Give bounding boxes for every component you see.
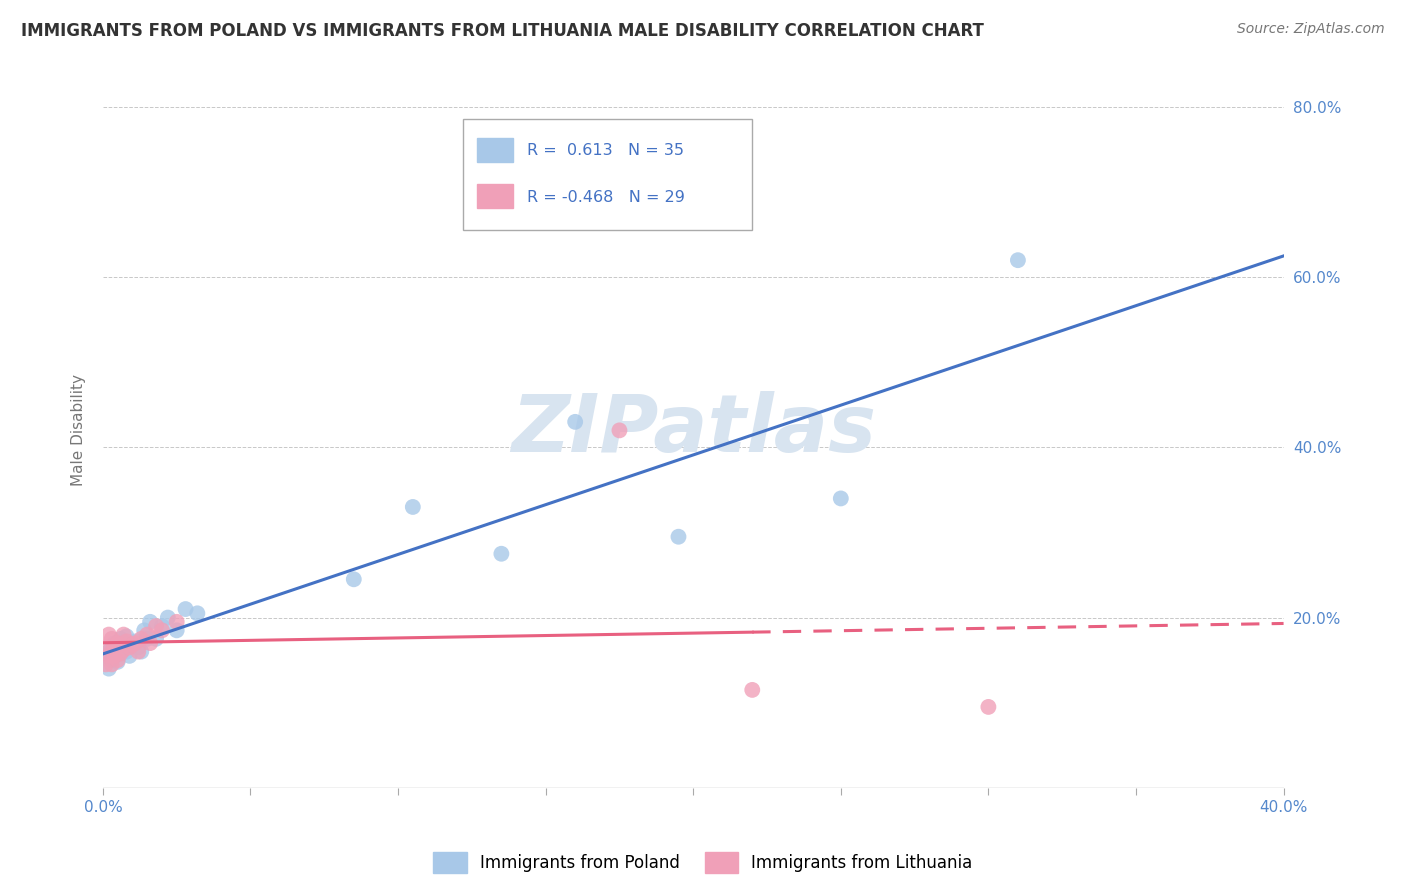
Point: [104, 640, 127, 655]
Bar: [477, 185, 513, 208]
Point: [100, 645, 122, 659]
Point: [97, 662, 120, 676]
Point: [343, 572, 366, 586]
Point: [94, 648, 117, 663]
Point: [110, 632, 132, 646]
Point: [668, 530, 690, 544]
Point: [741, 682, 763, 697]
Point: [104, 648, 127, 663]
Point: [145, 632, 167, 646]
Text: ZIPatlas: ZIPatlas: [510, 392, 876, 469]
Point: [97, 648, 120, 663]
Point: [112, 640, 135, 655]
Point: [129, 632, 152, 646]
Point: [118, 640, 141, 655]
Point: [115, 645, 138, 659]
Point: [145, 619, 167, 633]
Point: [107, 653, 129, 667]
Point: [112, 643, 135, 657]
Bar: [477, 138, 513, 161]
Point: [100, 632, 122, 646]
Point: [110, 646, 132, 660]
Point: [107, 643, 129, 657]
Point: [124, 636, 146, 650]
Point: [124, 634, 146, 648]
Point: [174, 602, 197, 616]
FancyBboxPatch shape: [463, 120, 752, 230]
Y-axis label: Male Disability: Male Disability: [72, 375, 86, 486]
Point: [139, 636, 162, 650]
Point: [156, 610, 179, 624]
Point: [115, 634, 138, 648]
Point: [150, 624, 173, 638]
Point: [112, 627, 135, 641]
Text: IMMIGRANTS FROM POLAND VS IMMIGRANTS FROM LITHUANIA MALE DISABILITY CORRELATION : IMMIGRANTS FROM POLAND VS IMMIGRANTS FRO…: [21, 22, 984, 40]
Point: [110, 646, 132, 660]
Point: [97, 645, 120, 659]
Point: [491, 547, 513, 561]
Point: [1007, 253, 1029, 268]
Text: R =  0.613   N = 35: R = 0.613 N = 35: [527, 144, 683, 158]
Point: [186, 607, 208, 621]
Point: [104, 648, 127, 663]
Point: [136, 627, 159, 641]
Point: [97, 627, 120, 641]
Point: [100, 657, 122, 672]
Point: [402, 500, 425, 514]
Point: [110, 638, 132, 652]
Point: [150, 619, 173, 633]
Point: [139, 615, 162, 629]
Point: [830, 491, 852, 506]
Text: Source: ZipAtlas.com: Source: ZipAtlas.com: [1237, 22, 1385, 37]
Point: [94, 657, 117, 672]
Legend: Immigrants from Poland, Immigrants from Lithuania: Immigrants from Poland, Immigrants from …: [426, 846, 980, 880]
Point: [136, 632, 159, 646]
Point: [977, 700, 1000, 714]
Point: [100, 640, 122, 655]
Point: [134, 624, 156, 638]
Point: [127, 645, 149, 659]
Point: [115, 629, 138, 643]
Point: [107, 636, 129, 650]
Point: [100, 653, 122, 667]
Point: [104, 636, 127, 650]
Point: [127, 640, 149, 655]
Point: [609, 423, 631, 437]
Point: [564, 415, 586, 429]
Point: [166, 624, 188, 638]
Point: [118, 648, 141, 663]
Point: [166, 615, 188, 629]
Point: [107, 655, 129, 669]
Point: [94, 640, 117, 655]
Text: R = -0.468   N = 29: R = -0.468 N = 29: [527, 190, 685, 205]
Point: [121, 638, 143, 652]
Point: [129, 645, 152, 659]
Point: [121, 638, 143, 652]
